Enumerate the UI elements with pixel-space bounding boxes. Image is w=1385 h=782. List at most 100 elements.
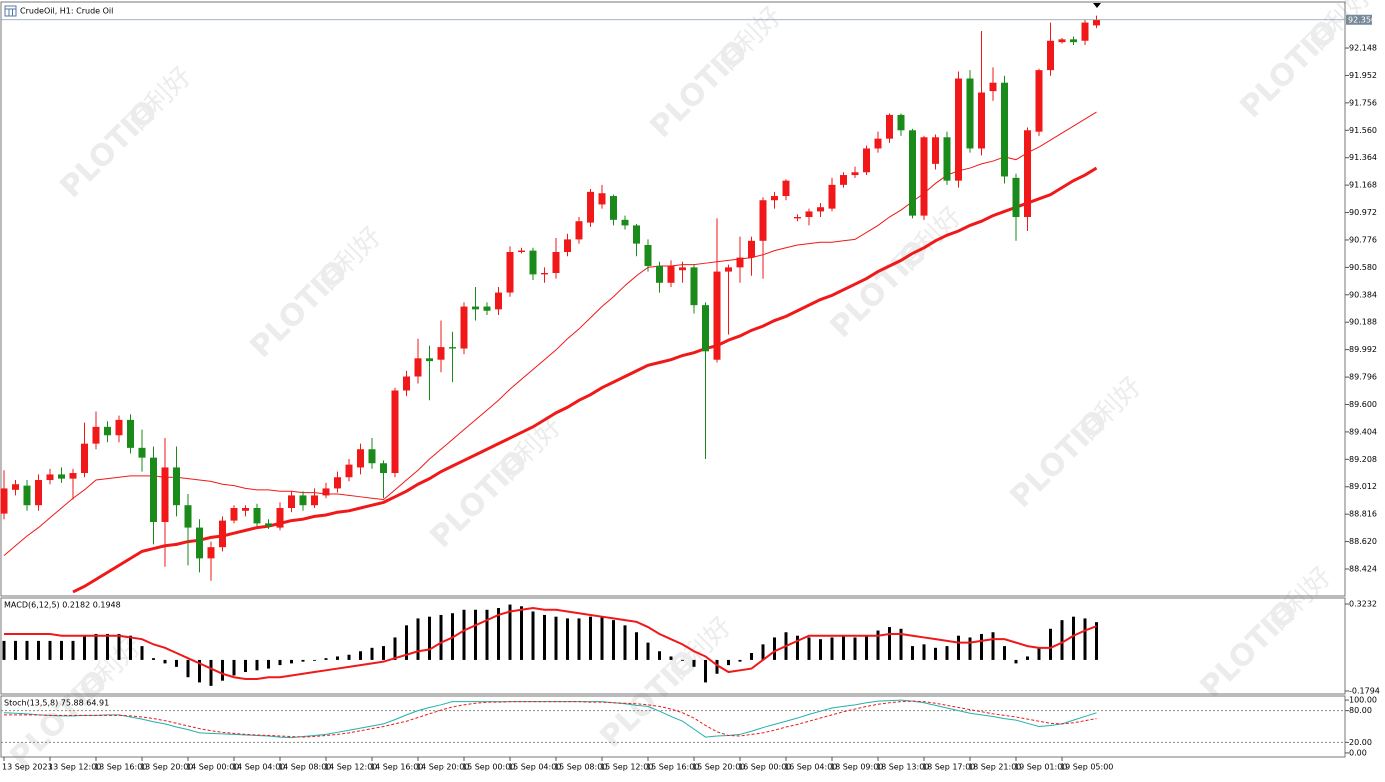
- histogram-bar: [117, 633, 121, 660]
- histogram-bar: [727, 659, 730, 666]
- candle-body: [0, 488, 8, 514]
- candle-body: [58, 474, 65, 479]
- candle-body: [414, 358, 422, 377]
- macd-frame: [0, 597, 1346, 695]
- histogram-bar: [267, 659, 270, 669]
- histogram-bar: [359, 651, 362, 660]
- histogram-bar: [761, 644, 765, 660]
- x-tick-label: 16 Sep 00:00: [738, 763, 791, 772]
- y-tick-label: 88.816: [1349, 510, 1377, 519]
- candle-body: [380, 463, 387, 474]
- candle-body: [529, 250, 537, 275]
- candle-body: [483, 306, 491, 311]
- candle-body: [12, 484, 19, 490]
- y-tick-label: 91.756: [1349, 98, 1377, 107]
- histogram-bar: [508, 604, 512, 660]
- candle-body: [575, 221, 583, 240]
- histogram-bar: [37, 640, 40, 660]
- histogram-bar: [2, 640, 6, 660]
- histogram-bar: [129, 635, 132, 660]
- x-tick-label: 14 Sep 08:00: [278, 763, 331, 772]
- histogram-bar: [152, 658, 155, 660]
- histogram-bar: [819, 639, 822, 660]
- candle-body: [736, 257, 744, 268]
- histogram-bar: [48, 640, 52, 660]
- x-tick-label: 19 Sep 01:00: [1014, 763, 1067, 772]
- candle-body: [713, 271, 721, 360]
- histogram-bar: [140, 646, 144, 660]
- x-tick-label: 19 Sep 05:00: [1060, 763, 1113, 772]
- candle-body: [564, 239, 571, 252]
- candle-body: [886, 114, 893, 139]
- y-tick-label: 90.188: [1349, 318, 1377, 327]
- histogram-bar: [393, 637, 397, 660]
- candle-body: [242, 508, 249, 511]
- candle-body: [69, 473, 77, 479]
- candle-body: [219, 520, 226, 548]
- x-tick-label: 18 Sep 17:00: [922, 763, 975, 772]
- histogram-bar: [462, 609, 466, 660]
- histogram-bar: [876, 630, 880, 660]
- histogram-bar: [704, 659, 707, 683]
- histogram-bar: [1014, 659, 1018, 664]
- candle-body: [690, 267, 698, 306]
- histogram-bar: [1083, 618, 1087, 660]
- candle-body: [472, 306, 479, 310]
- candle-body: [1035, 70, 1043, 132]
- histogram-bar: [692, 659, 696, 667]
- candle-body: [966, 78, 974, 149]
- histogram-bar: [842, 635, 845, 660]
- candle-body: [667, 265, 675, 283]
- histogram-bar: [612, 620, 615, 660]
- y-tick-label: 92.148: [1349, 44, 1377, 53]
- histogram-bar: [669, 656, 673, 660]
- x-tick-label: 14 Sep 20:00: [416, 763, 469, 772]
- x-tick-label: 15 Sep 04:00: [508, 763, 561, 772]
- candle-body: [495, 292, 502, 310]
- candle-body: [81, 443, 88, 474]
- candle-body: [771, 196, 778, 201]
- candle-body: [35, 480, 42, 506]
- x-tick-label: 14 Sep 04:00: [232, 763, 285, 772]
- candle-body: [633, 225, 640, 244]
- histogram-bar: [934, 647, 937, 660]
- candle-body: [104, 426, 111, 436]
- candle-body: [334, 477, 341, 489]
- candle-body: [955, 78, 962, 181]
- last-price-label: 92.350: [1348, 15, 1376, 24]
- histogram-bar: [439, 614, 443, 660]
- histogram-bar: [520, 606, 523, 660]
- stoch-frame: [0, 695, 1346, 758]
- candle-body: [656, 265, 663, 283]
- candle-body: [276, 508, 284, 528]
- x-tick-label: 15 Sep 12:00: [600, 763, 653, 772]
- histogram-bar: [485, 609, 489, 660]
- x-tick-label: 14 Sep 00:00: [186, 763, 239, 772]
- candle-body: [989, 82, 997, 92]
- y-tick-label: 91.952: [1349, 71, 1377, 80]
- candle-body: [840, 175, 847, 185]
- candle-body: [748, 240, 755, 258]
- candle-body: [1012, 177, 1020, 218]
- y-tick-label: 20.00: [1349, 738, 1372, 747]
- candle-body: [943, 137, 951, 181]
- candle-body: [518, 250, 525, 252]
- histogram-bar: [830, 637, 834, 660]
- candle-body: [207, 547, 215, 559]
- histogram-bar: [554, 616, 558, 660]
- histogram-bar: [1060, 620, 1064, 660]
- y-tick-label: 100.00: [1349, 696, 1377, 705]
- histogram-bar: [1026, 656, 1029, 660]
- histogram-bar: [405, 625, 408, 660]
- indicator-line: [4, 607, 1097, 680]
- histogram-bar: [497, 608, 500, 660]
- candle-body: [598, 193, 606, 205]
- candle-body: [150, 457, 157, 522]
- histogram-bar: [577, 618, 581, 660]
- candle-body: [909, 130, 916, 216]
- candle-body: [759, 200, 767, 241]
- candle-body: [863, 148, 870, 173]
- histogram-bar: [14, 640, 17, 660]
